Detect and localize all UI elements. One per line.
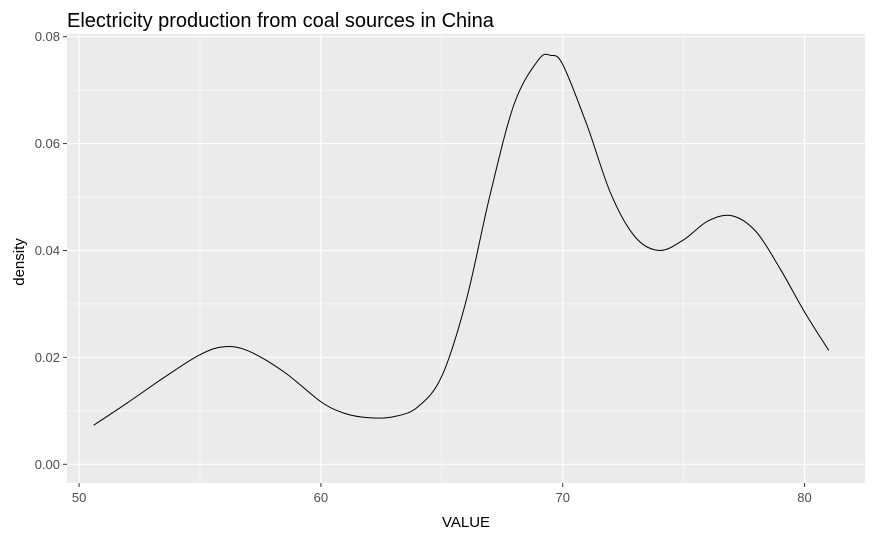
- y-axis-title: density: [11, 238, 28, 286]
- y-tick-label-4: 0.08: [35, 29, 60, 44]
- y-tick-label-0: 0.00: [35, 457, 60, 472]
- y-tick-label-2: 0.04: [35, 243, 60, 258]
- y-tick-label-3: 0.06: [35, 136, 60, 151]
- x-tick-label-2: 70: [555, 490, 569, 505]
- y-axis: 0.00 0.02 0.04 0.06 0.08: [35, 29, 67, 472]
- grid-major: [67, 34, 865, 483]
- chart-title: Electricity production from coal sources…: [67, 10, 495, 32]
- plot-panel: [67, 34, 865, 483]
- x-tick-label-0: 50: [72, 490, 86, 505]
- y-tick-label-1: 0.02: [35, 350, 60, 365]
- x-axis: 50 60 70 80: [72, 483, 812, 505]
- x-tick-label-1: 60: [314, 490, 328, 505]
- density-line: [93, 53, 830, 426]
- x-axis-title: VALUE: [442, 514, 490, 531]
- grid-minor: [67, 34, 865, 483]
- x-tick-label-3: 80: [797, 490, 811, 505]
